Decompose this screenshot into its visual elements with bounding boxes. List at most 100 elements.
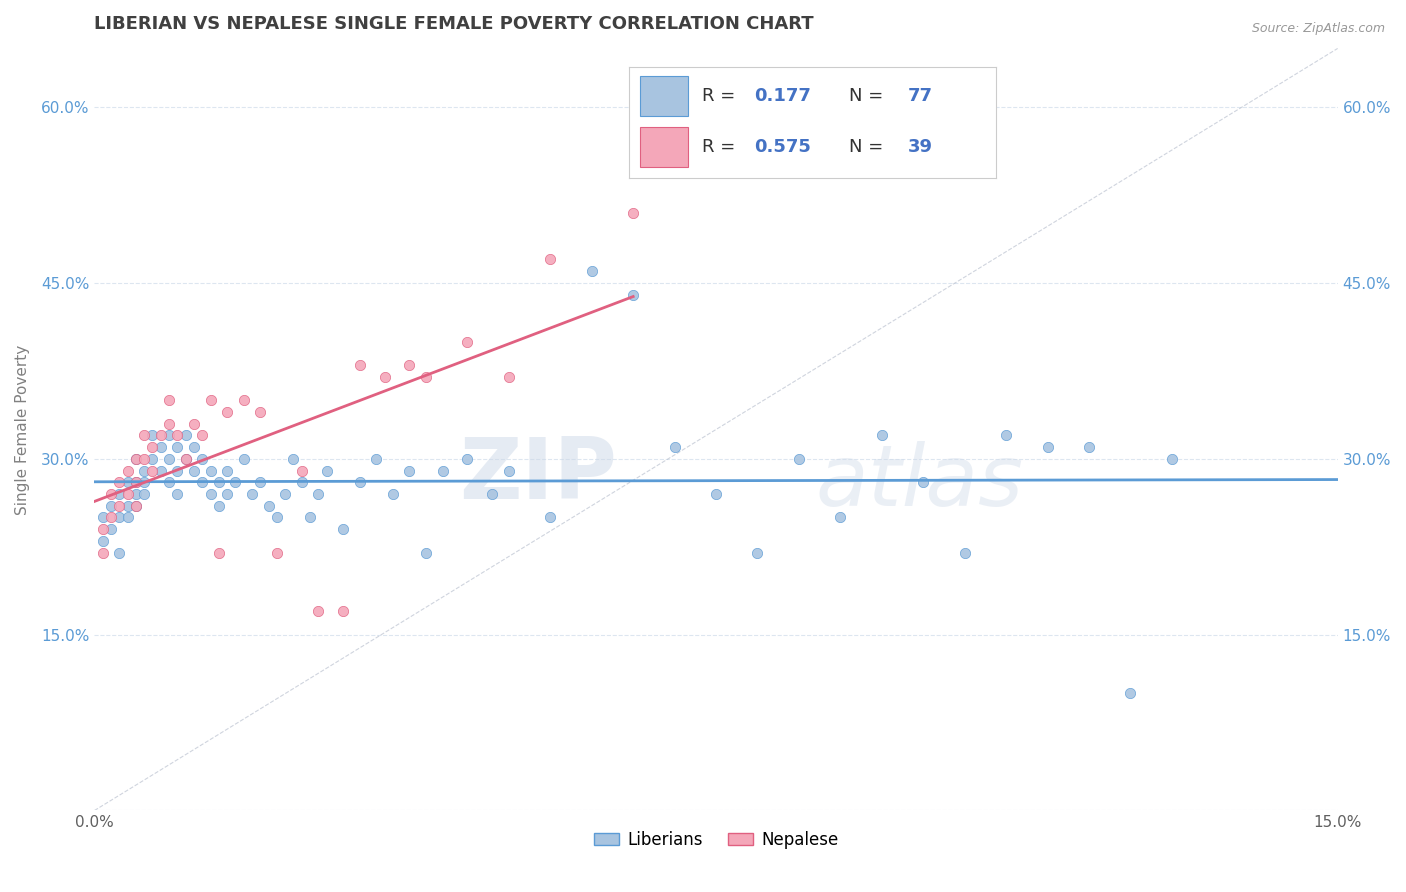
Point	[134, 463, 156, 477]
Point	[1036, 440, 1059, 454]
Point	[157, 393, 180, 408]
Point	[456, 451, 478, 466]
Point	[374, 369, 396, 384]
Point	[157, 428, 180, 442]
Point	[664, 440, 686, 454]
Point	[149, 463, 172, 477]
Point	[332, 604, 354, 618]
Point	[191, 475, 214, 490]
Point	[174, 451, 197, 466]
Point	[787, 451, 810, 466]
Point	[307, 487, 329, 501]
Point	[621, 205, 644, 219]
Point	[134, 428, 156, 442]
Point	[283, 451, 305, 466]
Point	[125, 487, 148, 501]
Point	[141, 428, 163, 442]
Point	[200, 393, 222, 408]
Point	[157, 451, 180, 466]
Point	[240, 487, 263, 501]
Point	[1078, 440, 1101, 454]
Point	[108, 510, 131, 524]
Point	[125, 451, 148, 466]
Point	[332, 522, 354, 536]
Point	[415, 545, 437, 559]
Point	[538, 252, 561, 267]
Point	[117, 487, 139, 501]
Text: LIBERIAN VS NEPALESE SINGLE FEMALE POVERTY CORRELATION CHART: LIBERIAN VS NEPALESE SINGLE FEMALE POVER…	[94, 15, 814, 33]
Point	[217, 463, 239, 477]
Point	[200, 487, 222, 501]
Point	[166, 428, 188, 442]
Point	[200, 463, 222, 477]
Point	[1160, 451, 1182, 466]
Point	[157, 417, 180, 431]
Point	[298, 510, 321, 524]
Point	[224, 475, 246, 490]
Point	[149, 428, 172, 442]
Point	[174, 451, 197, 466]
Point	[232, 393, 254, 408]
Point	[481, 487, 503, 501]
Point	[141, 451, 163, 466]
Text: Source: ZipAtlas.com: Source: ZipAtlas.com	[1251, 22, 1385, 36]
Point	[349, 475, 371, 490]
Point	[166, 487, 188, 501]
Point	[291, 463, 314, 477]
Point	[108, 499, 131, 513]
Point	[91, 545, 114, 559]
Point	[191, 428, 214, 442]
Point	[91, 522, 114, 536]
Point	[117, 499, 139, 513]
Point	[134, 487, 156, 501]
Point	[266, 545, 288, 559]
Point	[995, 428, 1018, 442]
Point	[183, 417, 205, 431]
Point	[581, 264, 603, 278]
Point	[274, 487, 297, 501]
Point	[108, 545, 131, 559]
Point	[100, 499, 122, 513]
Point	[91, 510, 114, 524]
Point	[381, 487, 404, 501]
Point	[141, 440, 163, 454]
Point	[621, 287, 644, 301]
Point	[117, 475, 139, 490]
Point	[208, 545, 231, 559]
Point	[830, 510, 852, 524]
Point	[117, 510, 139, 524]
Point	[870, 428, 893, 442]
Point	[166, 463, 188, 477]
Point	[415, 369, 437, 384]
Point	[366, 451, 388, 466]
Point	[291, 475, 314, 490]
Point	[456, 334, 478, 349]
Point	[157, 475, 180, 490]
Point	[704, 487, 727, 501]
Point	[100, 510, 122, 524]
Y-axis label: Single Female Poverty: Single Female Poverty	[15, 344, 30, 515]
Point	[174, 428, 197, 442]
Point	[125, 499, 148, 513]
Legend: Liberians, Nepalese: Liberians, Nepalese	[588, 824, 845, 855]
Point	[108, 487, 131, 501]
Point	[183, 463, 205, 477]
Point	[100, 522, 122, 536]
Point	[149, 440, 172, 454]
Point	[208, 475, 231, 490]
Point	[257, 499, 280, 513]
Point	[1119, 686, 1142, 700]
Point	[191, 451, 214, 466]
Point	[538, 510, 561, 524]
Point	[432, 463, 454, 477]
Point	[108, 475, 131, 490]
Point	[125, 475, 148, 490]
Point	[307, 604, 329, 618]
Point	[134, 451, 156, 466]
Point	[125, 475, 148, 490]
Point	[953, 545, 976, 559]
Point	[91, 533, 114, 548]
Point	[398, 463, 420, 477]
Point	[125, 451, 148, 466]
Point	[349, 358, 371, 372]
